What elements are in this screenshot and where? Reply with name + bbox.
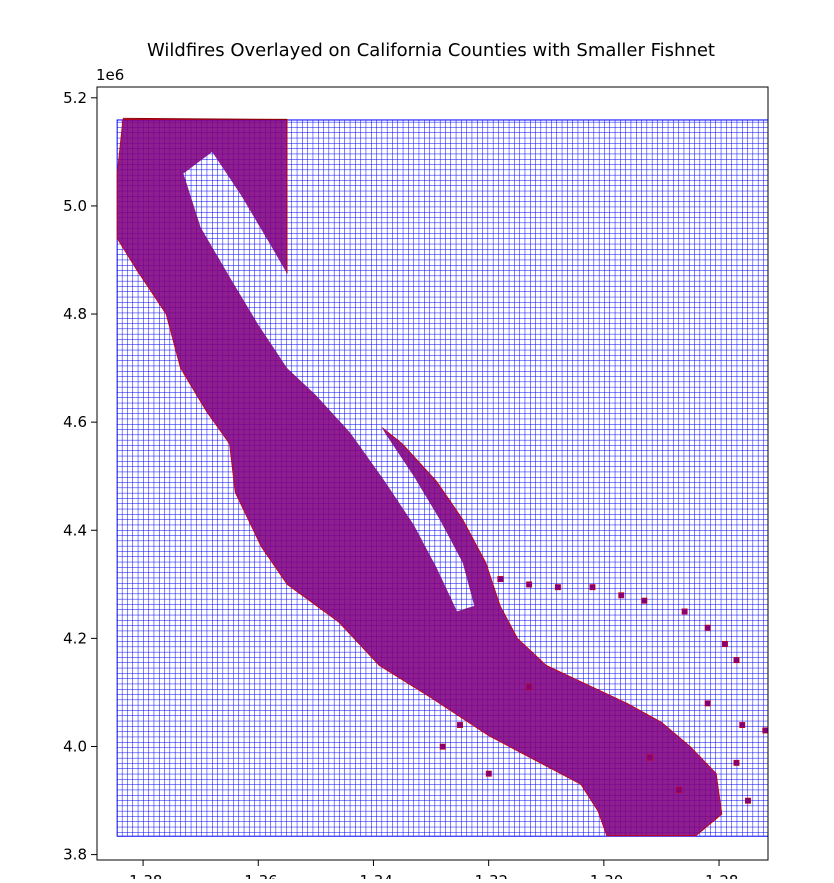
axes-frame [96,86,769,861]
x-tick-label: -1.38 [124,872,163,879]
fire-cell [733,657,740,664]
fire-cell [681,608,688,615]
fire-cell [526,684,533,691]
fire-cell [733,759,740,766]
y-tick-label: 4.6 [63,413,87,431]
x-tick-label: -1.32 [469,872,508,879]
fire-cell [762,727,768,734]
unburned-valley [183,151,475,612]
fire-cell [457,722,463,728]
y-tick-label: 4.2 [63,629,87,647]
x-tick-label: -1.36 [239,872,278,879]
y-tick-label: 4.0 [63,737,87,755]
fire-cell [745,797,751,804]
county-boundary-line [122,117,288,120]
fire-cell [704,624,711,631]
fire-cell [554,584,561,591]
fire-cell [485,770,492,777]
fire-cell [497,576,504,583]
fire-cell [675,786,682,793]
y-tick-label: 5.0 [63,197,87,215]
fire-cell [704,700,711,707]
chart-title: Wildfires Overlayed on California Counti… [147,40,715,61]
fire-cell [739,722,746,728]
fire-cell [439,743,446,750]
plot-layer [116,117,768,837]
fire-cell [641,597,648,604]
fire-cell [647,754,654,761]
x-tick-label: -1.28 [700,872,739,879]
x-tick-label: -1.30 [584,872,623,879]
y-axis-offset-label: 1e6 [96,66,124,84]
fire-cell [526,581,533,588]
fire-cell [618,592,625,599]
y-axis: 3.8 4.0 4.2 4.4 4.6 4.8 5.0 5.2 [63,89,97,864]
fire-cell [722,640,728,647]
y-tick-label: 3.8 [63,846,87,864]
y-tick-label: 5.2 [63,89,87,107]
fire-cell [589,584,596,591]
y-tick-label: 4.4 [63,521,87,539]
x-axis: -1.38 -1.36 -1.34 -1.32 -1.30 -1.28 [124,860,739,883]
x-tick-label: -1.34 [354,872,393,879]
y-tick-label: 4.8 [63,305,87,323]
